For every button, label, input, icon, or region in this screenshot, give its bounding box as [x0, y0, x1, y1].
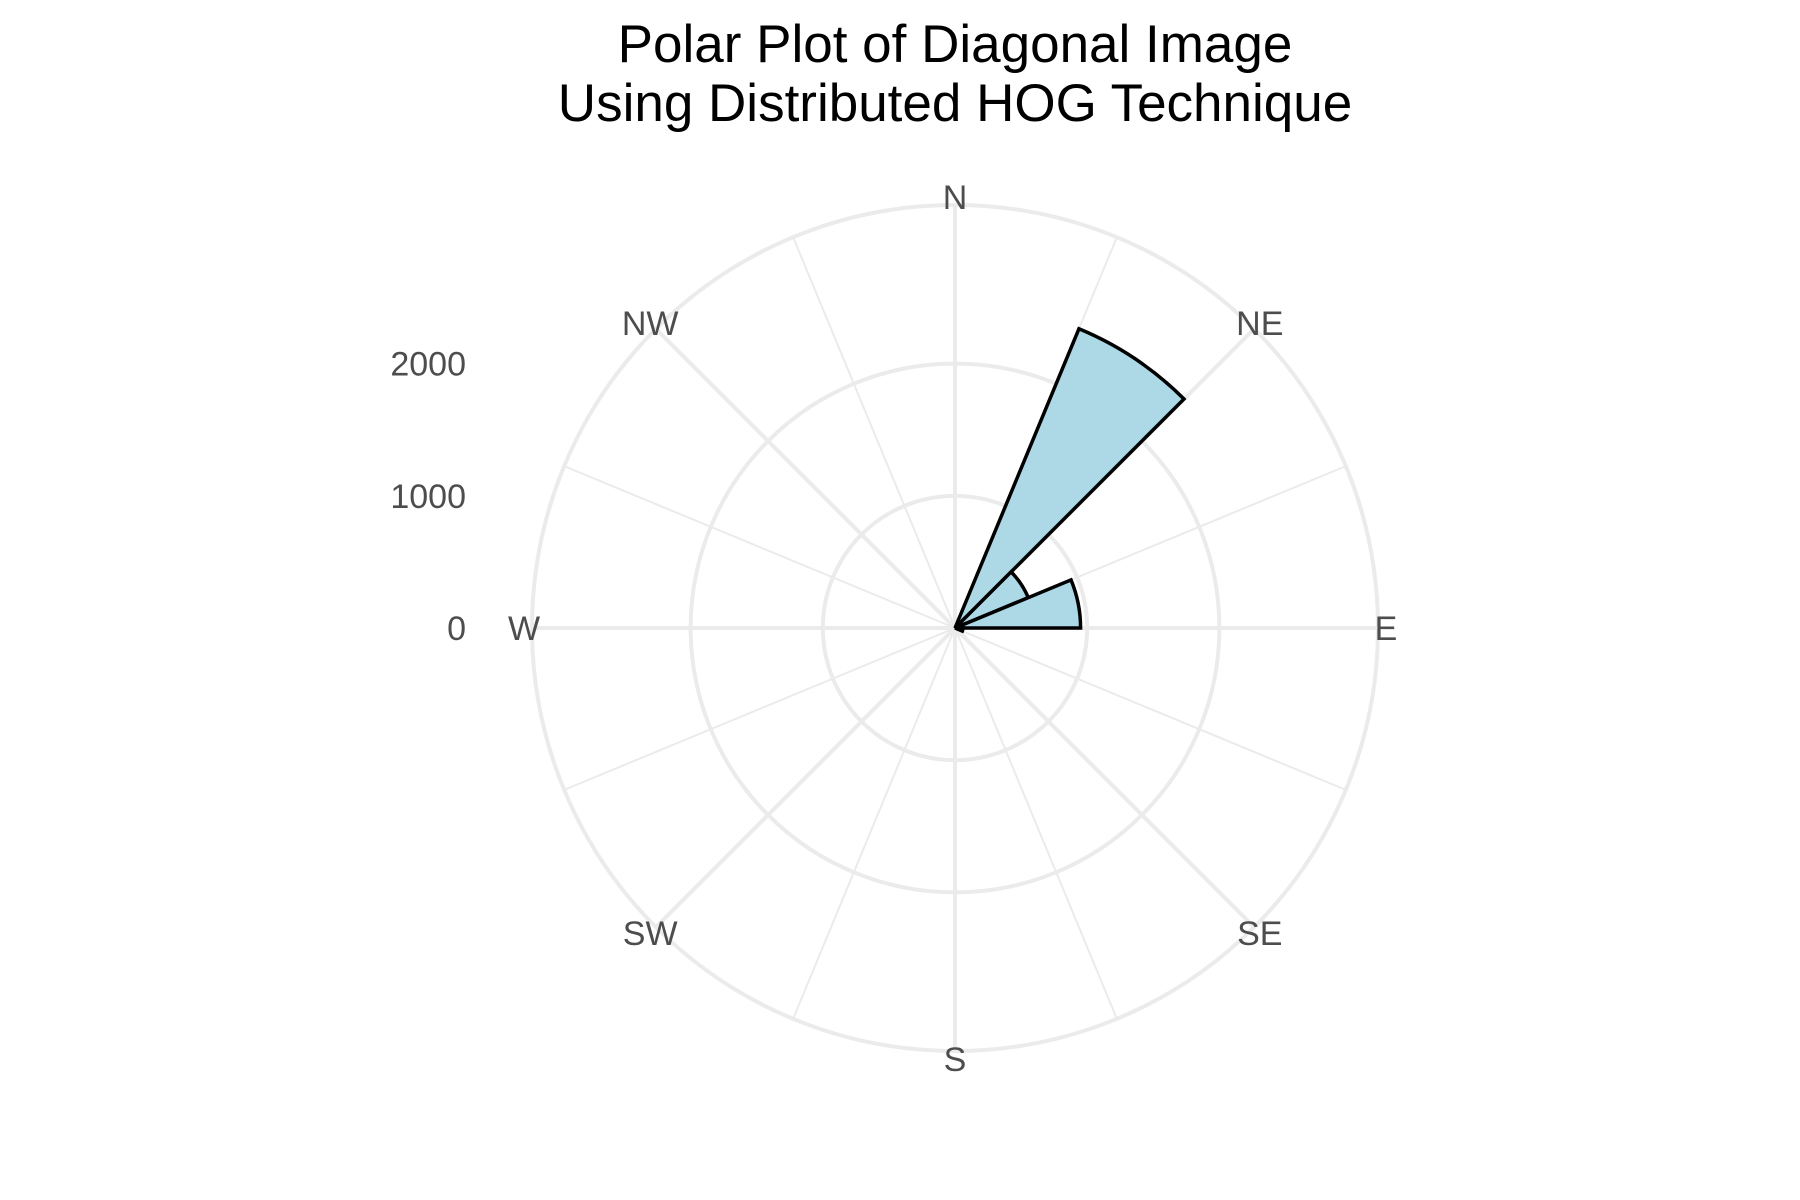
direction-label-w: W: [508, 610, 540, 648]
grid-spoke-minor-15: [792, 236, 956, 629]
direction-label-ne: NE: [1236, 305, 1283, 343]
direction-label-s: S: [944, 1041, 967, 1079]
chart-title-line-2: Using Distributed HOG Technique: [558, 74, 1352, 133]
chart-title-line-1: Polar Plot of Diagonal Image: [618, 15, 1293, 74]
direction-labels: N NE E SE S SW W NW: [508, 179, 1397, 1079]
bar-sector-3: [954, 577, 1083, 630]
radial-tick-label-1000: 1000: [390, 478, 466, 516]
direction-label-se: SE: [1237, 915, 1282, 953]
bar-sector-1: [953, 326, 1187, 630]
direction-label-sw: SW: [623, 915, 678, 953]
direction-label-n: N: [943, 179, 968, 217]
direction-label-e: E: [1375, 610, 1398, 648]
grid-spoke-minor-5: [954, 627, 1347, 791]
grid-spoke-major-10: [654, 626, 957, 929]
radial-tick-label-2000: 2000: [390, 346, 466, 384]
grid-spoke-minor-9: [792, 627, 956, 1020]
grid-spoke-minor-11: [563, 627, 956, 791]
grid-spoke-minor-13: [563, 465, 956, 629]
radial-tick-label-0: 0: [447, 610, 466, 648]
radial-tick-labels: 0 1000 2000: [390, 346, 466, 648]
grid-spoke-major-14: [654, 327, 957, 630]
bar-sector-4: [954, 626, 965, 634]
direction-label-nw: NW: [622, 305, 679, 343]
polar-bars: [953, 326, 1187, 634]
chart-title: Polar Plot of Diagonal Image Using Distr…: [558, 15, 1352, 133]
grid-spoke-minor-7: [954, 627, 1118, 1020]
grid-spoke-major-6: [953, 626, 1256, 929]
